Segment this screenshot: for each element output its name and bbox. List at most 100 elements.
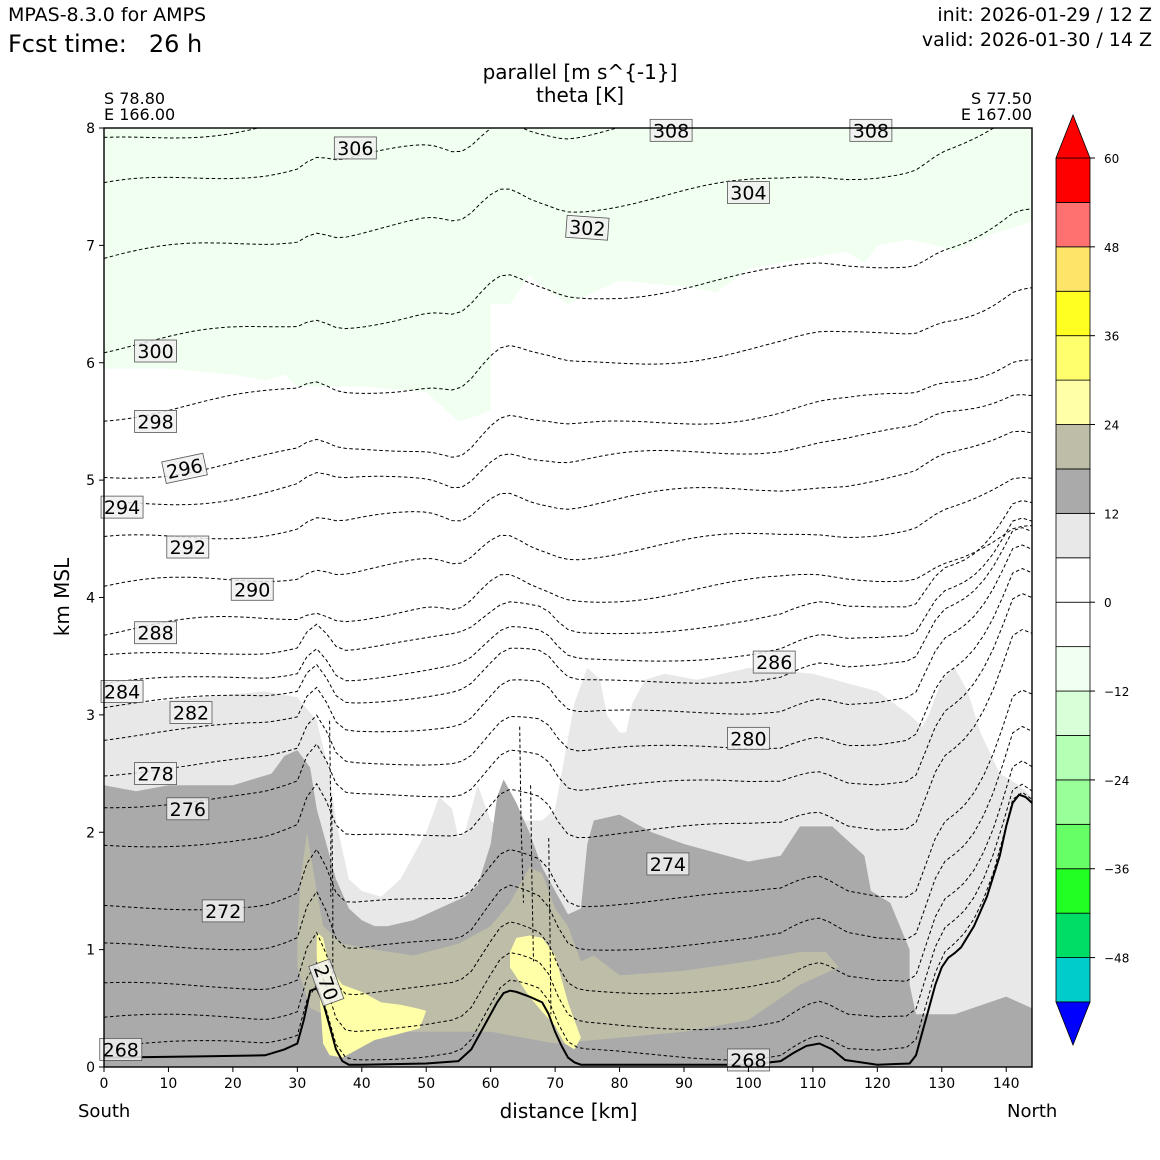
contour-label-268: 268 xyxy=(99,1037,143,1061)
contour-label-box xyxy=(201,899,245,923)
y-tick-label: 6 xyxy=(86,356,95,372)
shade-pale-yellow-4 xyxy=(316,932,427,1058)
theta-contour-304 xyxy=(104,208,1032,354)
contour-label-text: 286 xyxy=(756,652,792,674)
theta-contour-298 xyxy=(104,394,1032,506)
theta-contour-292 xyxy=(104,525,1032,636)
vertical-theta-contour-4 xyxy=(548,838,552,1015)
colorbar-segment xyxy=(1055,735,1091,781)
colorbar-segment xyxy=(1055,202,1091,248)
x-tick-label: 40 xyxy=(353,1076,371,1092)
contour-label-text: 302 xyxy=(568,217,606,241)
contour-label-box xyxy=(849,118,893,142)
theta-contour-272 xyxy=(104,760,1032,996)
x-tick-label: 80 xyxy=(611,1076,629,1092)
contour-label-292: 292 xyxy=(166,535,210,559)
contour-label-text: 292 xyxy=(170,537,206,559)
theta-contour-278 xyxy=(104,628,1032,848)
contour-label-text: 308 xyxy=(653,120,689,142)
colorbar-tick-label: 48 xyxy=(1104,241,1119,255)
contour-label-text: 282 xyxy=(173,703,209,725)
contour-label-282: 282 xyxy=(169,701,213,725)
y-tick-label: 7 xyxy=(86,238,95,254)
shade-light-green-0 xyxy=(104,128,1032,422)
y-tick-label: 5 xyxy=(86,473,95,489)
contour-label-text: 276 xyxy=(170,799,206,821)
colorbar-segment xyxy=(1055,868,1091,914)
x-tick-label: 50 xyxy=(417,1076,435,1092)
x-tick-label: 90 xyxy=(675,1076,693,1092)
contour-label-box xyxy=(646,852,690,876)
vertical-theta-contour-1 xyxy=(331,796,334,974)
colorbar-tick-label: 0 xyxy=(1104,596,1112,610)
colorbar-segment xyxy=(1055,601,1091,648)
theta-contour-302 xyxy=(104,287,1032,422)
contour-label-box xyxy=(565,214,610,241)
south-direction-label: South xyxy=(78,1101,131,1122)
x-tick-label: 120 xyxy=(864,1076,891,1092)
colorbar-tick-label: 60 xyxy=(1104,152,1119,166)
contour-label-box xyxy=(99,1037,143,1061)
contour-label-box xyxy=(166,797,210,821)
contour-label-272: 272 xyxy=(201,899,245,923)
contour-label-300: 300 xyxy=(134,339,177,363)
theta-contour-300 xyxy=(104,359,1032,479)
shade-pale-yellow-5 xyxy=(510,935,581,1050)
theta-contour-layer xyxy=(104,0,1032,1061)
contour-label-text: 268 xyxy=(103,1039,139,1061)
colorbar-under-extension xyxy=(1055,1001,1091,1047)
model-name: MPAS-8.3.0 for AMPS xyxy=(8,4,207,26)
contour-label-box xyxy=(134,762,177,785)
contour-label-text: 278 xyxy=(137,764,173,786)
contour-label-box xyxy=(161,452,208,484)
colorbar-segment xyxy=(1055,246,1091,292)
x-tick-label: 100 xyxy=(735,1076,762,1092)
x-tick-label: 0 xyxy=(100,1076,109,1092)
theta-contour-308 xyxy=(104,128,619,184)
contour-label-284: 284 xyxy=(100,680,144,703)
contour-label-text: 306 xyxy=(337,138,373,160)
contour-label-box xyxy=(727,726,770,750)
colorbar-tick-label: 12 xyxy=(1104,507,1119,521)
colorbar-segment xyxy=(1055,823,1091,870)
y-tick-label: 0 xyxy=(86,1060,95,1076)
theta-contour-308 xyxy=(104,128,260,139)
colorbar-segment xyxy=(1055,157,1091,203)
contour-label-layer: 2682702722742762782802822842862882902922… xyxy=(99,118,893,1072)
end-longitude: E 167.00 xyxy=(960,105,1032,124)
colorbar-segment xyxy=(1055,646,1091,692)
contour-label-294: 294 xyxy=(100,495,144,519)
contour-label-286: 286 xyxy=(752,650,796,674)
y-tick-label: 3 xyxy=(86,708,95,724)
contour-label-box xyxy=(100,495,144,519)
theta-contour-308 xyxy=(104,0,1032,121)
theta-contour-286 xyxy=(104,527,1032,709)
x-axis-label: distance [km] xyxy=(499,1099,638,1123)
contour-label-288: 288 xyxy=(134,621,177,645)
contour-label-298: 298 xyxy=(134,410,177,433)
vertical-theta-contour-3 xyxy=(530,785,534,962)
x-tick-label: 110 xyxy=(800,1076,827,1092)
contour-label-box xyxy=(752,650,796,674)
y-tick-label: 2 xyxy=(86,825,95,841)
theta-contour-270 xyxy=(104,783,1032,1032)
colorbar-segment xyxy=(1055,690,1091,736)
y-tick-label: 1 xyxy=(86,943,95,959)
contour-label-296: 296 xyxy=(161,452,208,484)
axes: 0 10 20 30 40 50 60 70 80 90 100 110 120 130 140 0 1 2 3 4 5… xyxy=(86,121,1033,1092)
colorbar-segment xyxy=(1055,290,1091,337)
contour-label-box xyxy=(134,339,177,363)
contour-label-text: 294 xyxy=(104,497,140,519)
colorbar-segment xyxy=(1055,335,1091,381)
terrain-layer xyxy=(104,793,1032,1066)
colorbar-segment xyxy=(1055,957,1091,1003)
colorbar-tick-label: −12 xyxy=(1104,685,1129,699)
colorbar-tick-label: 36 xyxy=(1104,330,1119,344)
x-tick-label: 20 xyxy=(224,1076,242,1092)
shade-khaki-3 xyxy=(297,832,839,1044)
contour-label-text: 274 xyxy=(650,854,686,876)
contour-label-box xyxy=(134,621,177,645)
contour-label-304: 304 xyxy=(727,181,770,205)
forecast-time: Fcst time: 26 h xyxy=(8,30,202,58)
